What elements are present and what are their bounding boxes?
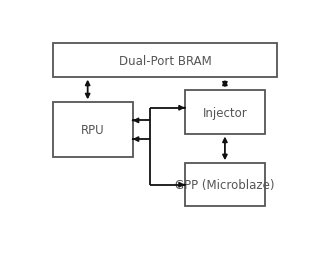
FancyBboxPatch shape	[185, 164, 265, 207]
Text: Injector: Injector	[203, 106, 247, 119]
Text: GPP (Microblaze): GPP (Microblaze)	[175, 179, 275, 192]
FancyBboxPatch shape	[53, 44, 277, 77]
Text: RPU: RPU	[81, 124, 104, 137]
Text: Dual-Port BRAM: Dual-Port BRAM	[118, 54, 212, 67]
FancyBboxPatch shape	[185, 91, 265, 134]
FancyBboxPatch shape	[53, 103, 133, 157]
